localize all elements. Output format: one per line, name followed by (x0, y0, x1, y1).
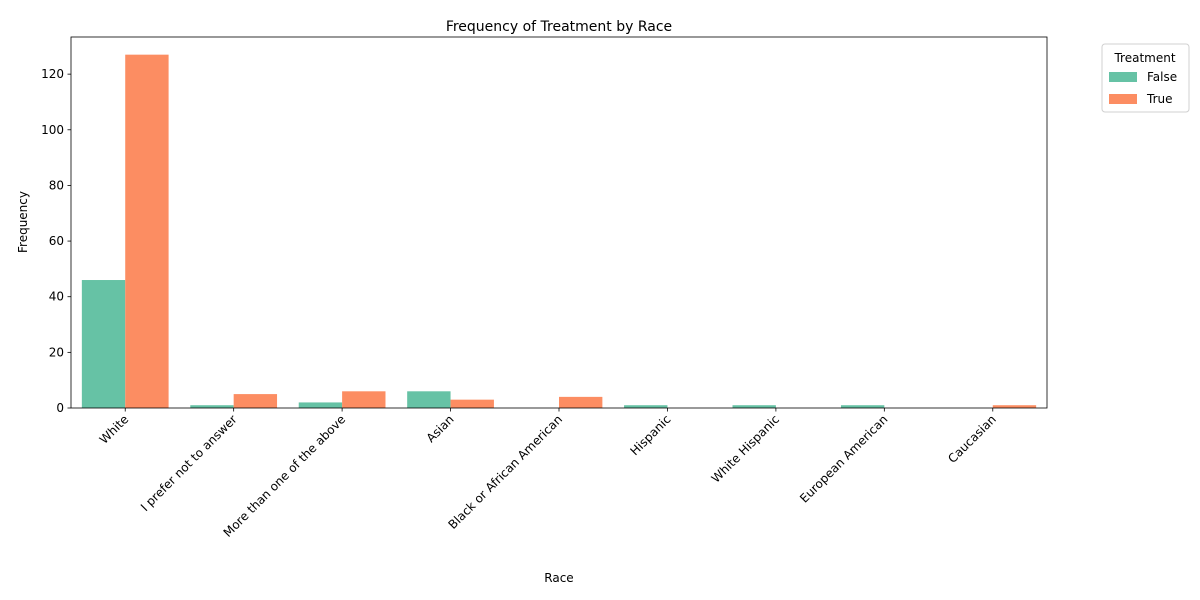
bar-false-7 (840, 405, 885, 408)
legend-swatch-true (1109, 94, 1137, 104)
bar-false-5 (624, 405, 668, 408)
legend-swatch-false (1109, 72, 1137, 82)
bar-true-0 (125, 54, 169, 409)
x-tick-label-7: European American (797, 412, 890, 505)
legend: Treatment False True (1101, 43, 1190, 113)
y-axis: 0 20 40 60 80 100 120 (41, 67, 71, 415)
bar-false-2 (298, 402, 343, 408)
y-tick-label-0: 0 (56, 401, 64, 415)
legend-title: Treatment (1113, 51, 1175, 65)
bar-false-0 (81, 280, 126, 408)
plot-area (70, 36, 1048, 409)
legend-label-true: True (1146, 92, 1173, 106)
y-tick-label-2: 40 (49, 290, 64, 304)
bar-true-3 (450, 399, 494, 408)
bar-false-1 (190, 405, 234, 408)
plot-frame (70, 36, 1048, 409)
x-tick-label-5: Hispanic (628, 412, 674, 458)
y-tick-label-1: 20 (49, 345, 64, 359)
bar-true-2 (342, 391, 386, 408)
x-axis-label: Race (544, 571, 573, 585)
legend-label-false: False (1147, 70, 1177, 84)
x-tick-label-0: White (97, 412, 132, 447)
bar-true-8 (992, 405, 1037, 408)
bar-true-4 (559, 396, 603, 408)
x-tick-label-6: White Hispanic (709, 412, 782, 485)
y-tick-label-5: 100 (41, 123, 64, 137)
bar-true-1 (233, 394, 278, 408)
y-tick-label-6: 120 (41, 67, 64, 81)
x-tick-label-8: Caucasian (945, 412, 999, 466)
chart-title: Frequency of Treatment by Race (446, 19, 672, 35)
y-axis-label: Frequency (16, 191, 30, 253)
bar-false-6 (732, 405, 776, 408)
bar-false-3 (407, 391, 451, 408)
y-tick-label-3: 60 (49, 234, 64, 248)
x-tick-label-2: More than one of the above (221, 412, 349, 540)
y-tick-label-4: 80 (49, 178, 64, 192)
x-tick-label-4: Black or African American (446, 412, 566, 532)
x-tick-label-3: Asian (424, 412, 457, 445)
x-tick-label-1: I prefer not to answer (138, 412, 240, 514)
